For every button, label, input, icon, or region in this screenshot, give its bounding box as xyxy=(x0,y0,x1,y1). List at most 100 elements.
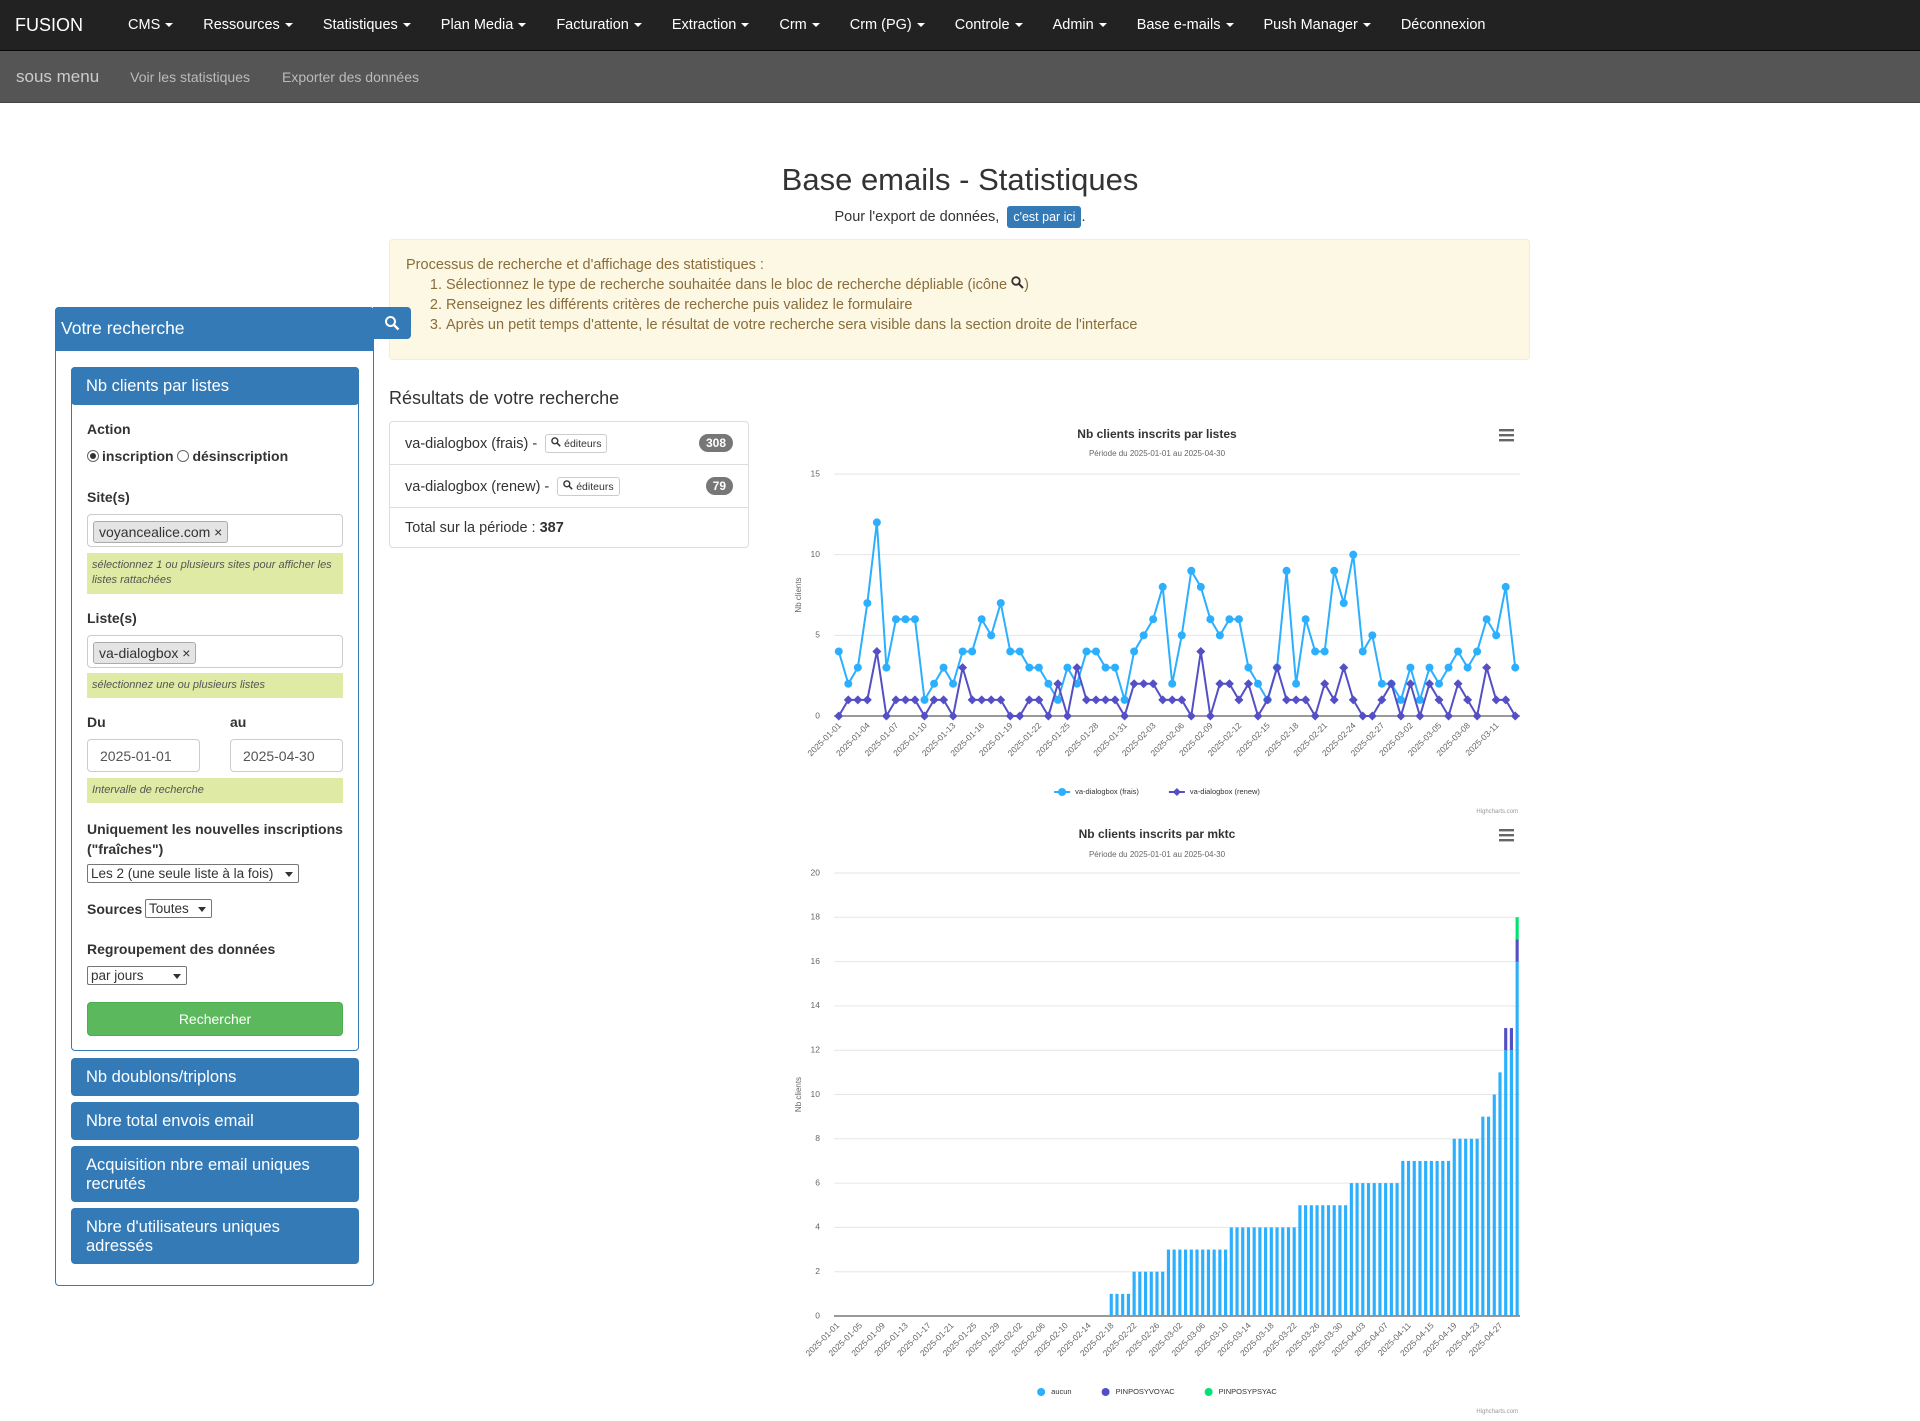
legend: aucun PINPOSYVOYAC PINPOSYPSYAC xyxy=(1037,1387,1277,1396)
nav-item[interactable]: Extraction xyxy=(657,17,764,33)
sites-input[interactable]: voyancealice.com × xyxy=(87,514,343,547)
nav-item[interactable]: Push Manager xyxy=(1249,17,1386,33)
marker xyxy=(1463,663,1472,672)
radio[interactable] xyxy=(87,450,99,462)
count-badge: 79 xyxy=(705,477,733,495)
marker xyxy=(1349,550,1358,559)
bar xyxy=(1321,1205,1325,1316)
nav-item[interactable]: Plan Media xyxy=(426,17,542,33)
chart-menu[interactable] xyxy=(1499,429,1514,442)
marker xyxy=(939,695,949,705)
group-select[interactable]: par jours xyxy=(87,966,187,985)
legend-symbol xyxy=(1058,788,1067,796)
legend-label[interactable]: PINPOSYPSYAC xyxy=(1219,1387,1278,1396)
export-button[interactable]: c'est par ici xyxy=(1007,206,1082,228)
radio[interactable] xyxy=(177,450,190,462)
bar-chart: Nb clients inscrits par mktc Période du 2… xyxy=(794,827,1520,1415)
panel-title[interactable]: Nb clients par listes xyxy=(71,367,359,405)
tag-remove[interactable]: × xyxy=(182,645,191,661)
to-input[interactable]: 2025-04-30 xyxy=(230,739,343,772)
submit-button[interactable]: Rechercher xyxy=(87,1002,343,1036)
legend-label[interactable]: PINPOSYVOYAC xyxy=(1116,1387,1176,1396)
bar xyxy=(1338,1205,1342,1316)
nav-item[interactable]: Crm (PG) xyxy=(835,17,940,33)
marker xyxy=(1405,679,1415,689)
legend-label[interactable]: va-dialogbox (frais) xyxy=(1075,787,1139,796)
bar xyxy=(1418,1160,1422,1316)
marker xyxy=(872,646,882,656)
nav-item[interactable]: Admin xyxy=(1038,17,1122,33)
marker xyxy=(1024,695,1034,705)
fresh-select[interactable]: Les 2 (une seule liste à la fois) xyxy=(87,864,299,883)
marker xyxy=(1025,663,1034,672)
logout[interactable]: Déconnexion xyxy=(1400,17,1486,33)
editors-button[interactable]: éditeurs xyxy=(557,477,620,496)
lists-input[interactable]: va-dialogbox × xyxy=(87,635,343,668)
y-tick-label: 0 xyxy=(815,1310,820,1320)
nav-item[interactable]: Base e-mails xyxy=(1122,17,1249,33)
legend-label[interactable]: aucun xyxy=(1051,1387,1071,1396)
group-label: Regroupement des données xyxy=(87,941,276,957)
nav-item[interactable]: Crm xyxy=(764,17,834,33)
marker xyxy=(1120,711,1130,721)
marker xyxy=(1339,599,1348,608)
marker xyxy=(920,695,929,704)
bar xyxy=(1189,1249,1193,1316)
marker xyxy=(1253,711,1263,721)
brand[interactable]: FUSION xyxy=(15,14,84,35)
bar xyxy=(1515,917,1519,940)
editors-button[interactable]: éditeurs xyxy=(545,434,608,453)
nav-item[interactable]: Controle xyxy=(940,17,1038,33)
bar xyxy=(1435,1160,1439,1316)
info-step: Sélectionnez le type de recherche souhai… xyxy=(446,275,1513,295)
bar xyxy=(1229,1227,1233,1316)
total-value: 387 xyxy=(539,520,564,536)
marker xyxy=(948,711,958,721)
submenu-link[interactable]: Voir les statistiques xyxy=(130,68,251,85)
marker xyxy=(1329,695,1339,705)
marker xyxy=(1177,695,1187,705)
marker xyxy=(949,679,958,688)
marker xyxy=(1206,615,1215,624)
bar xyxy=(1326,1205,1331,1316)
tag-remove[interactable]: × xyxy=(214,524,223,540)
bar xyxy=(1429,1160,1433,1316)
bar xyxy=(1258,1227,1262,1316)
option: désinscription xyxy=(192,448,289,464)
legend-symbol xyxy=(1101,1388,1110,1396)
info-step: Après un petit temps d'attente, le résul… xyxy=(446,315,1513,335)
bar xyxy=(1424,1160,1428,1316)
legend-label[interactable]: va-dialogbox (renew) xyxy=(1190,787,1261,796)
marker xyxy=(1034,663,1043,672)
legend-symbol xyxy=(1172,788,1181,796)
y-tick-label: 16 xyxy=(811,956,821,966)
panel-title[interactable]: Acquisition nbre email uniques recrutés xyxy=(71,1146,359,1202)
chart-menu[interactable] xyxy=(1499,829,1514,842)
submenu-link[interactable]: Exporter des données xyxy=(282,68,419,85)
marker xyxy=(958,663,968,673)
bar xyxy=(1344,1205,1348,1316)
marker xyxy=(1511,663,1520,672)
marker xyxy=(1101,695,1111,705)
bar xyxy=(1515,939,1519,962)
marker xyxy=(1253,679,1262,688)
nav-item[interactable]: CMS xyxy=(113,17,188,33)
nav-item[interactable]: Statistiques xyxy=(308,17,426,33)
bar xyxy=(1275,1227,1279,1316)
from-input[interactable]: 2025-01-01 xyxy=(87,739,200,772)
panel-title[interactable]: Nb doublons/triplons xyxy=(71,1058,359,1096)
marker xyxy=(1330,566,1339,575)
bar xyxy=(1481,1116,1485,1316)
panel-title[interactable]: Nbre total envois email xyxy=(71,1102,359,1140)
marker xyxy=(910,615,919,624)
nav-item[interactable]: Facturation xyxy=(541,17,657,33)
sources-select[interactable]: Toutes xyxy=(145,899,212,918)
bar xyxy=(1269,1227,1273,1316)
info-box: Processus de recherche et d'affichage de… xyxy=(389,239,1530,360)
marker xyxy=(996,695,1006,705)
panel-title[interactable]: Nbre d'utilisateurs uniques adressés xyxy=(71,1208,359,1264)
y-tick-label: 18 xyxy=(811,912,821,922)
marker xyxy=(1492,631,1501,640)
nav-item[interactable]: Ressources xyxy=(188,17,308,33)
toggle-search[interactable] xyxy=(373,307,411,339)
